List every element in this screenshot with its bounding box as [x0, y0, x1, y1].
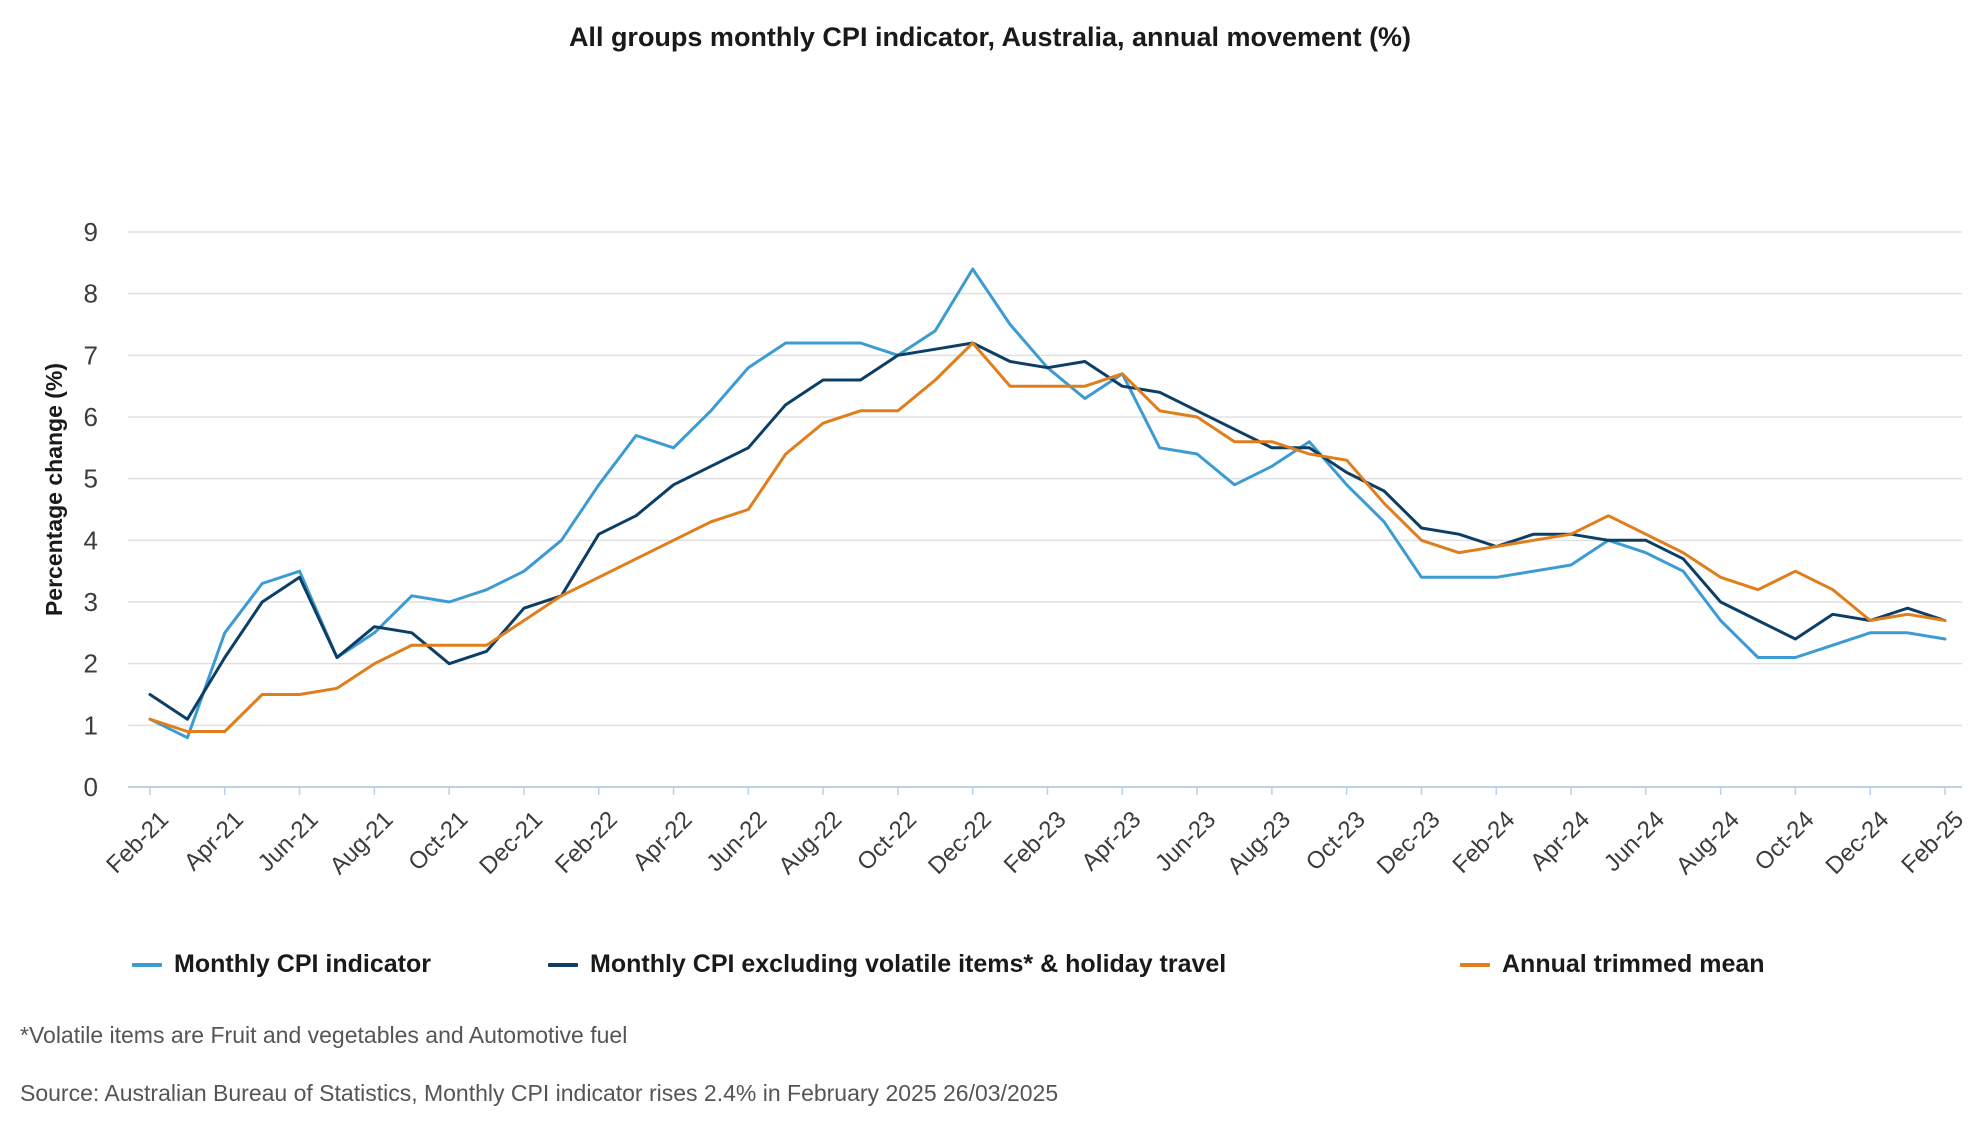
- y-tick-label: 0: [84, 772, 98, 802]
- y-tick-label: 5: [84, 464, 98, 494]
- gridlines: [128, 231, 1962, 788]
- x-tick-label: Apr-21: [179, 806, 249, 876]
- chart-title: All groups monthly CPI indicator, Austra…: [568, 22, 1412, 52]
- x-tick-label: Aug-24: [1671, 806, 1745, 880]
- x-axis-ticks: Feb-21 Apr-21 Jun-21 Aug-21 Oct-21 Dec-21 Feb-…: [101, 787, 1969, 880]
- x-tick-label: Feb-22: [550, 806, 623, 879]
- x-tick-label: Dec-24: [1821, 806, 1895, 880]
- y-tick-label: 6: [84, 402, 98, 432]
- y-tick-label: 4: [84, 525, 98, 555]
- x-tick-label: Oct-22: [852, 806, 922, 876]
- legend-item-trimmed-mean: Annual trimmed mean: [1460, 950, 1765, 979]
- y-axis-label: Percentage change (%): [41, 363, 67, 616]
- x-tick-label: Apr-22: [628, 806, 698, 876]
- legend-label: Monthly CPI indicator: [174, 950, 431, 978]
- x-tick-label: Jun-24: [1599, 806, 1670, 877]
- legend-swatch: [1460, 962, 1490, 967]
- series-lines: [148, 267, 1947, 740]
- x-tick-label: Dec-21: [474, 806, 548, 880]
- y-tick-label: 8: [84, 279, 98, 309]
- x-tick-label: Aug-21: [325, 806, 399, 880]
- x-tick-label: Feb-21: [101, 806, 174, 879]
- x-tick-label: Jun-22: [701, 806, 772, 877]
- legend: Monthly CPI indicator Monthly CPI exclud…: [0, 950, 1980, 982]
- x-tick-label: Feb-23: [999, 806, 1072, 879]
- legend-swatch: [548, 962, 578, 967]
- x-tick-label: Feb-24: [1448, 806, 1521, 879]
- x-tick-label: Feb-25: [1896, 806, 1969, 879]
- x-tick-label: Apr-23: [1076, 806, 1146, 876]
- legend-label: Annual trimmed mean: [1502, 950, 1765, 978]
- y-axis-ticks: 0 1 2 3 4 5 6 7 8 9: [84, 217, 98, 802]
- legend-item-monthly-cpi: Monthly CPI indicator: [132, 950, 431, 979]
- x-tick-label: Jun-21: [253, 806, 324, 877]
- source-note: Source: Australian Bureau of Statistics,…: [20, 1080, 1059, 1106]
- series-line-2: [148, 341, 1947, 733]
- x-tick-label: Oct-23: [1301, 806, 1371, 876]
- x-tick-label: Dec-22: [923, 806, 997, 880]
- x-tick-label: Oct-24: [1750, 806, 1820, 876]
- series-line-0: [148, 267, 1947, 740]
- legend-item-cpi-excluding-volatile: Monthly CPI excluding volatile items* & …: [548, 950, 1226, 979]
- legend-label: Monthly CPI excluding volatile items* & …: [590, 950, 1227, 978]
- series-line-1: [148, 341, 1947, 721]
- y-tick-label: 9: [84, 217, 98, 247]
- y-tick-label: 3: [84, 587, 98, 617]
- y-tick-label: 1: [84, 710, 98, 740]
- y-tick-label: 7: [84, 340, 98, 370]
- x-tick-label: Dec-23: [1372, 806, 1446, 880]
- x-tick-label: Aug-23: [1222, 806, 1296, 880]
- x-tick-label: Apr-24: [1525, 806, 1595, 876]
- x-tick-label: Oct-21: [403, 806, 473, 876]
- x-tick-label: Jun-23: [1150, 806, 1221, 877]
- footnote: *Volatile items are Fruit and vegetables…: [20, 1022, 628, 1048]
- legend-swatch: [132, 962, 162, 967]
- x-tick-label: Aug-22: [773, 806, 847, 880]
- y-tick-label: 2: [84, 649, 98, 679]
